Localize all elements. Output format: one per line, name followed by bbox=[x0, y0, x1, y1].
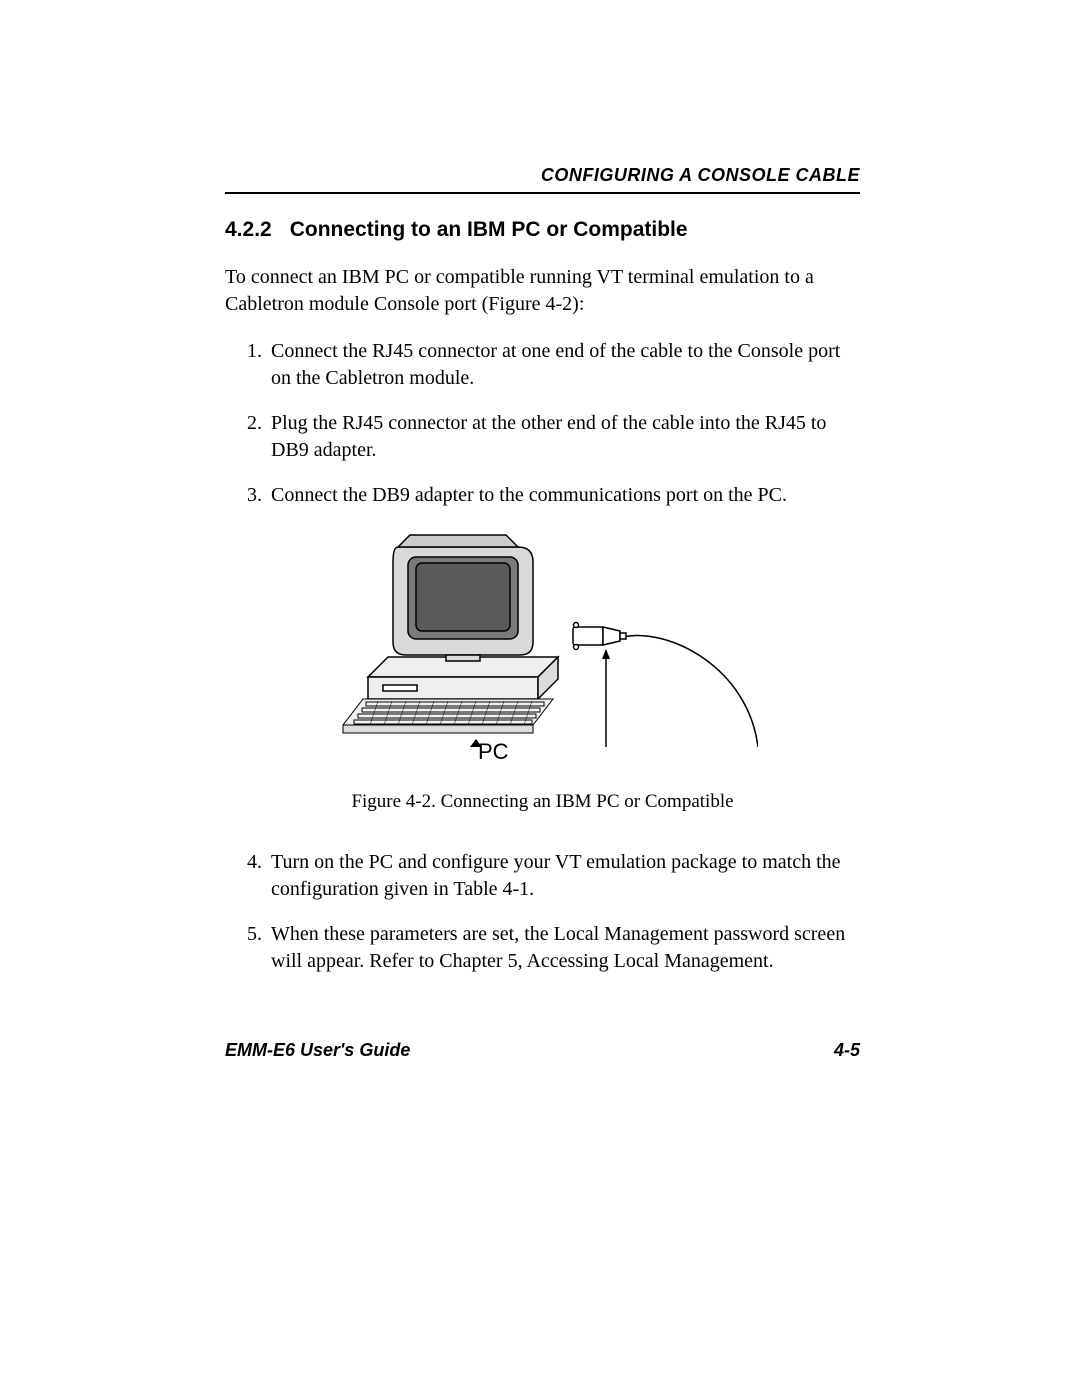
figure-caption: Figure 4-2. Connecting an IBM PC or Comp… bbox=[225, 791, 860, 813]
step-item: Connect the RJ45 connector at one end of… bbox=[267, 338, 860, 392]
figure-label-pc: PC bbox=[478, 739, 509, 764]
section-title: Connecting to an IBM PC or Compatible bbox=[290, 218, 688, 241]
running-head: CONFIGURING A CONSOLE CABLE bbox=[225, 165, 860, 186]
step-item: Plug the RJ45 connector at the other end… bbox=[267, 410, 860, 464]
page: CONFIGURING A CONSOLE CABLE 4.2.2 Connect… bbox=[0, 0, 1080, 1397]
step-item: Turn on the PC and configure your VT emu… bbox=[267, 849, 860, 903]
step-item: When these parameters are set, the Local… bbox=[267, 921, 860, 975]
header-rule bbox=[225, 192, 860, 194]
section-heading: 4.2.2 Connecting to an IBM PC or Compatib… bbox=[225, 218, 860, 242]
footer-page-number: 4-5 bbox=[834, 1040, 860, 1061]
pc-diagram-icon: PC bbox=[328, 527, 758, 777]
footer-doc-title: EMM-E6 User's Guide bbox=[225, 1040, 410, 1061]
intro-paragraph: To connect an IBM PC or compatible runni… bbox=[225, 264, 860, 318]
figure: PC bbox=[225, 527, 860, 777]
section-number: 4.2.2 bbox=[225, 218, 272, 241]
step-item: Connect the DB9 adapter to the communica… bbox=[267, 482, 860, 509]
steps-list-1: Connect the RJ45 connector at one end of… bbox=[225, 338, 860, 509]
page-footer: EMM-E6 User's Guide 4-5 bbox=[225, 1040, 860, 1061]
steps-list-2: Turn on the PC and configure your VT emu… bbox=[225, 849, 860, 975]
